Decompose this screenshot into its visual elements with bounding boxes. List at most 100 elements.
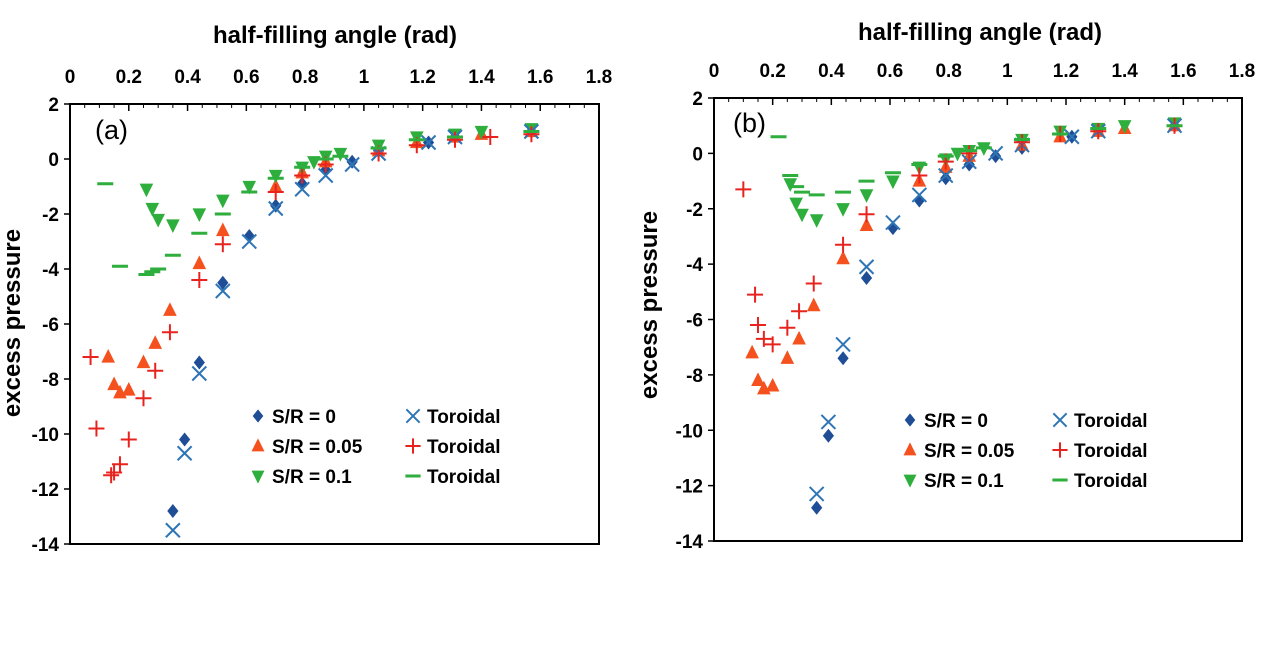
data-point [111, 456, 128, 473]
data-point [735, 181, 752, 198]
data-point [789, 197, 803, 212]
y-tick-label: -14 [32, 535, 60, 556]
legend-marker [903, 442, 917, 456]
data-point [1014, 134, 1030, 151]
y-tick-label: -10 [32, 425, 59, 446]
data-point [886, 175, 900, 190]
y-tick-label: -12 [676, 477, 703, 498]
data-point [107, 376, 121, 391]
data-point [242, 180, 257, 195]
legend-marker [405, 438, 421, 454]
data-point [167, 504, 179, 518]
data-point [344, 156, 360, 173]
data-point [783, 178, 798, 192]
data-point [420, 134, 437, 151]
x-tick-label: 0.2 [116, 67, 142, 88]
y-tick-label: -8 [686, 366, 703, 387]
series-dash [97, 130, 540, 276]
data-point [191, 365, 208, 382]
data-point [837, 351, 849, 366]
data-point [270, 198, 282, 213]
data-point [120, 431, 137, 448]
data-point [121, 382, 136, 396]
data-point [523, 126, 540, 143]
legend-label: Toroidal [427, 407, 501, 428]
data-point [294, 167, 311, 184]
y-tick-label: 0 [692, 144, 703, 165]
y-tick-label: 2 [48, 95, 59, 116]
data-point [241, 233, 257, 250]
series-diamond [167, 124, 538, 518]
data-point [267, 184, 284, 200]
y-tick-label: -2 [686, 200, 703, 221]
data-point [103, 467, 120, 484]
data-point [268, 169, 283, 184]
x-tick-label: 1.8 [1229, 61, 1255, 82]
data-point [216, 194, 230, 209]
legend-marker [903, 474, 917, 488]
data-point [765, 377, 780, 392]
x-tick-label: 1.2 [1053, 61, 1079, 82]
data-point [938, 167, 954, 184]
data-point [885, 214, 901, 231]
x-tick-label: 1 [359, 67, 370, 88]
legend: S/R = 0 Toroidal S/R = 0.05 Toroidal S/R = 0… [251, 407, 501, 488]
data-point [446, 131, 463, 148]
data-point [148, 335, 163, 349]
x-tick-label: 1.2 [409, 67, 435, 88]
data-point [161, 324, 178, 341]
data-point [836, 203, 850, 217]
data-point [193, 355, 205, 370]
data-point [950, 147, 965, 162]
legend-label: S/R = 0.1 [924, 471, 1004, 492]
series-dash [770, 124, 1183, 197]
y-axis-title: excess pressure [636, 211, 663, 399]
data-point [215, 283, 231, 299]
data-point [106, 464, 123, 481]
x-tick-label: 0 [65, 67, 76, 88]
data-point [835, 336, 851, 353]
data-point [820, 414, 837, 430]
panel-b: half-filling angle (rad) excess pressure… [636, 19, 1255, 553]
legend-label: S/R = 0.05 [924, 441, 1015, 462]
data-point [294, 181, 310, 197]
data-point [192, 208, 207, 222]
x-tick-label: 1 [1002, 61, 1013, 82]
data-point [806, 297, 821, 312]
x-axis-title: half-filling angle (rad) [213, 22, 457, 49]
y-tick-label: -4 [686, 255, 703, 276]
data-point [755, 330, 772, 347]
data-point [1117, 120, 1132, 134]
y-tick-label: -6 [686, 311, 703, 332]
data-point [990, 149, 1002, 164]
legend-marker [251, 470, 265, 484]
data-point [858, 206, 875, 223]
legend-label: Toroidal [1074, 441, 1148, 462]
legend-label: S/R = 0.1 [272, 467, 352, 488]
data-point [779, 319, 796, 336]
data-point [136, 354, 151, 369]
data-point [307, 156, 321, 170]
x-tick-label: 0.6 [877, 61, 903, 82]
x-tick-label: 0.8 [292, 67, 318, 88]
data-point [961, 145, 978, 162]
y-tick-label: -12 [32, 480, 59, 501]
x-tick-label: 1.8 [586, 67, 612, 88]
x-tick-label: 0.6 [233, 67, 259, 88]
data-point [751, 372, 765, 387]
y-tick-label: -4 [42, 260, 59, 281]
data-point [82, 349, 99, 365]
data-point [216, 222, 230, 237]
x-tick-label: 1.4 [1111, 61, 1138, 82]
x-tick-label: 0.4 [174, 67, 201, 88]
data-point [859, 189, 874, 203]
x-tick-label: 0.2 [759, 61, 785, 82]
data-point [809, 214, 824, 228]
x-axis-title: half-filling angle (rad) [858, 19, 1102, 46]
data-point [151, 213, 165, 228]
legend-marker [405, 408, 421, 424]
legend-marker [252, 409, 264, 423]
data-point [166, 219, 180, 233]
data-point [333, 147, 348, 162]
